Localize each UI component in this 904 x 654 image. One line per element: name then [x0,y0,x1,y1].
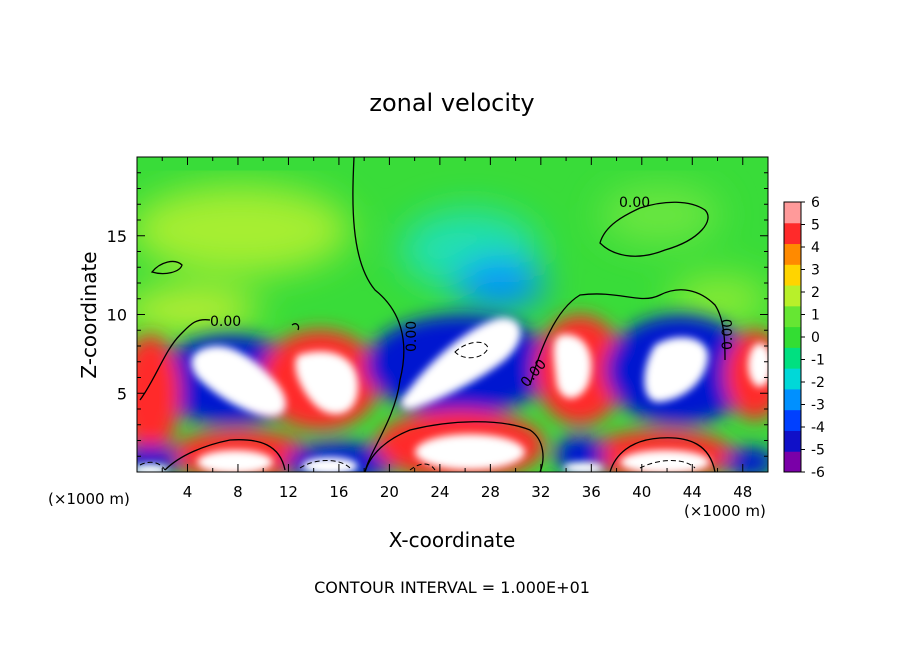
colorbar: 6 5 4 3 2 1 0 -1 -2 -3 -4 -5 -6 [783,195,825,481]
y-tick-label: 10 [107,306,127,325]
colorbar-swatch [784,264,801,286]
colorbar-tick-label: -6 [811,465,825,481]
colorbar-tick-label: -4 [811,420,825,436]
x-tick-label: 32 [531,483,550,501]
colorbar-swatch [784,202,801,224]
colorbar-tick-label: 4 [811,240,820,256]
field-smooth-layer [137,185,768,330]
contour-interval-note: CONTOUR INTERVAL = 1.000E+01 [314,578,590,597]
plot-area: 0.00 0.00 0.00 0.00 0.00 [137,157,768,472]
colorbar-swatch [784,326,801,348]
y-tick-label: 15 [107,227,127,246]
colorbar-tick-label: 1 [811,308,820,324]
contour-dashed [139,341,696,471]
contour-label: 0.00 [404,321,420,352]
colorbar-swatch [784,388,801,411]
x-tick-label: 44 [683,483,702,501]
contour-label: 0.00 [720,319,736,350]
chart-title: zonal velocity [369,89,534,117]
x-axis-label: X-coordinate [389,528,516,552]
colorbar-swatch [784,409,801,431]
x-tick-label: 48 [733,483,752,501]
y-axis: 5 10 15 [107,172,768,457]
colorbar-swatch [784,451,801,473]
colorbar-tick-label: 0 [811,330,820,346]
colorbar-swatch [784,430,801,452]
colorbar-swatch [784,243,801,265]
field-core-layer [137,317,768,472]
contour-label: 0.00 [210,314,241,330]
colorbar-tick-label: 5 [811,218,820,234]
colorbar-tick-label: 2 [811,285,820,301]
y-tick-label: 5 [117,384,127,403]
x-tick-label: 8 [233,483,243,501]
colorbar-swatch [784,285,801,307]
x-tick-label: 24 [430,483,449,501]
colorbar-swatch [784,368,801,390]
x-tick-label: 4 [183,483,193,501]
x-tick-label: 12 [279,483,298,501]
y-axis-label: Z-coordinate [77,251,101,378]
colorbar-tick-label: 3 [811,263,820,279]
colorbar-tick-label: -2 [811,375,825,391]
colorbar-swatch [784,305,801,328]
x-tick-label: 28 [481,483,500,501]
x-axis: 4 8 12 16 20 24 28 32 36 40 44 48 [161,157,752,501]
x-tick-label: 36 [582,483,601,501]
x-tick-label: 40 [632,483,651,501]
colorbar-tick-label: -5 [811,443,825,459]
colorbar-swatch [784,347,801,369]
colorbar-tick-label: -3 [811,398,825,414]
colorbar-swatch [784,222,801,245]
x-tick-label: 20 [380,483,399,501]
x-tick-label: 16 [329,483,348,501]
colorbar-tick-label: 6 [811,195,820,211]
x-unit-right: (×1000 m) [684,502,766,520]
x-unit-left: (×1000 m) [48,490,130,508]
colorbar-tick-label: -1 [811,353,825,369]
contour-lines [139,157,726,472]
contour-label: 0.00 [619,195,650,211]
